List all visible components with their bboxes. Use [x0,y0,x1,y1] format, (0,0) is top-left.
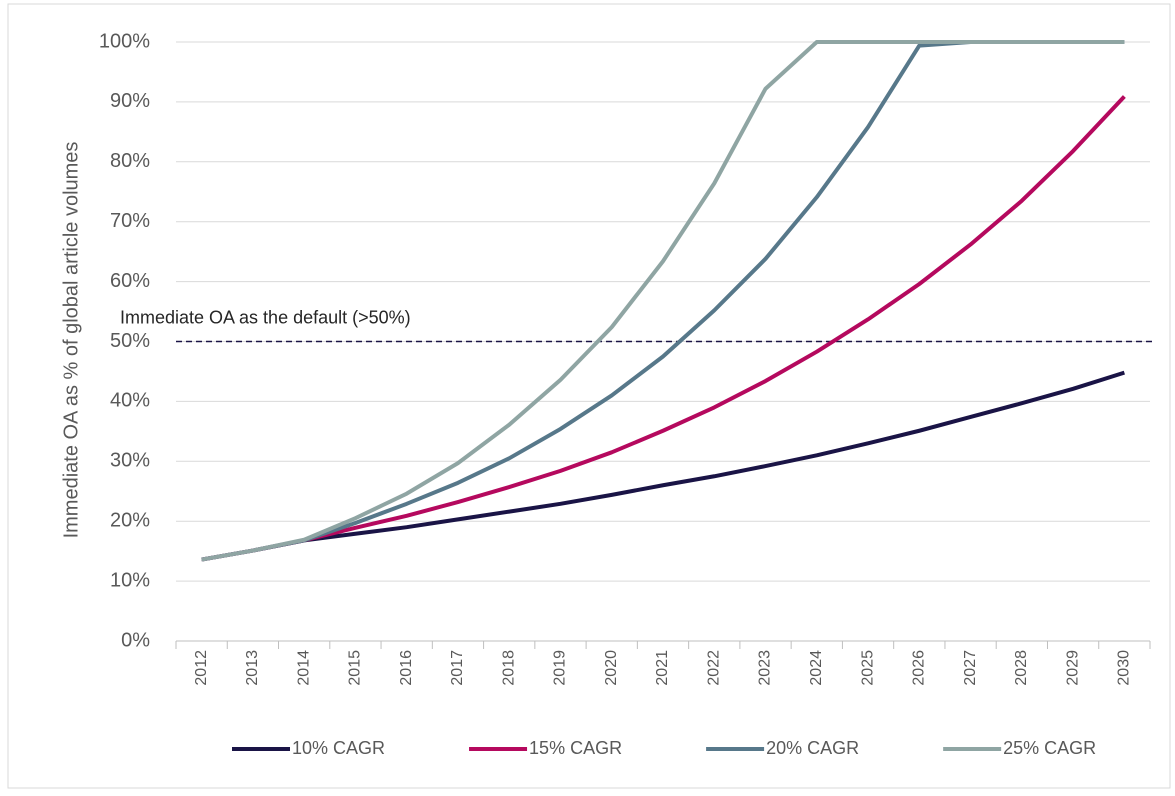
legend-label: 20% CAGR [766,738,859,758]
series-line [201,40,1125,562]
y-tick-label: 80% [110,150,150,172]
x-tick-label: 2013 [244,650,261,686]
reference-label: Immediate OA as the default (>50%) [120,307,411,327]
x-tick-label: 2020 [603,650,620,686]
x-tick-label: 2014 [295,650,312,686]
y-tick-label: 50% [110,330,150,352]
x-tick-label: 2016 [398,650,415,686]
y-tick-label: 70% [110,210,150,232]
x-tick-label: 2012 [193,650,210,686]
series-line [201,95,1126,562]
x-tick-label: 2025 [859,650,876,686]
legend-label: 25% CAGR [1003,738,1096,758]
y-tick-label: 90% [110,90,150,112]
x-tick-label: 2018 [500,650,517,686]
y-tick-label: 0% [121,629,150,651]
x-tick-label: 2015 [347,650,364,686]
x-tick-label: 2019 [552,650,569,686]
y-tick-label: 30% [110,450,150,472]
x-tick-label: 2023 [757,650,774,686]
x-tick-label: 2017 [449,650,466,686]
x-tick-label: 2028 [1013,650,1030,686]
y-tick-label: 100% [99,30,150,52]
series-line [201,370,1125,562]
x-tick-label: 2030 [1116,650,1133,686]
x-tick-label: 2022 [705,650,722,686]
x-tick-label: 2029 [1064,650,1081,686]
chart-frame [7,3,1171,789]
x-tick-label: 2021 [654,650,671,686]
y-tick-label: 40% [110,390,150,412]
legend-label: 10% CAGR [292,738,385,758]
x-tick-label: 2027 [962,650,979,686]
y-tick-label: 60% [110,270,150,292]
x-tick-label: 2024 [808,650,825,686]
y-tick-label: 10% [110,569,150,591]
y-axis-title: Immediate OA as % of global article volu… [60,142,82,539]
y-tick-label: 20% [110,509,150,531]
legend-label: 15% CAGR [529,738,622,758]
x-tick-label: 2026 [911,650,928,686]
series-line [201,40,1125,562]
